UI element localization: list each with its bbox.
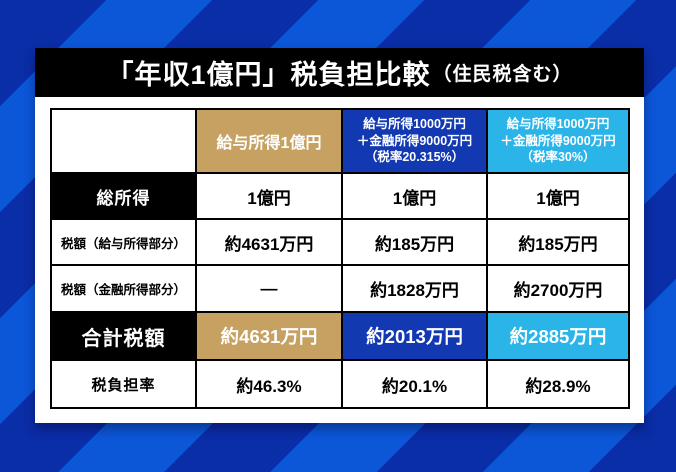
row-label-tax-burden-rate: 税負担率 [50, 359, 197, 409]
data-cell-total-tan: 約4631万円 [195, 311, 343, 361]
column-header-rate-30: 給与所得1000万円 ＋金融所得9000万円 （税率30%） [486, 108, 630, 174]
data-cell: 1億円 [195, 172, 343, 220]
column-header-line: 給与所得1000万円 [506, 116, 610, 131]
column-header-line: （税率30%） [520, 150, 596, 165]
tax-comparison-table: 給与所得1億円 給与所得1000万円 ＋金融所得9000万円 （税率20.315… [50, 108, 630, 409]
column-header-line: ＋金融所得9000万円 [500, 133, 616, 148]
table-row-tax-financial-portion: 税額（金融所得部分） ― 約1828万円 約2700万円 [50, 264, 630, 313]
column-header-line: 給与所得1000万円 [363, 116, 466, 131]
row-label-tax-salary-portion: 税額（給与所得部分） [50, 218, 197, 266]
data-cell: 約185万円 [486, 218, 630, 266]
data-cell: 約185万円 [341, 218, 488, 266]
data-cell: 約4631万円 [195, 218, 343, 266]
table-row-total-income: 総所得 1億円 1億円 1億円 [50, 172, 630, 220]
column-header-rate-20-315: 給与所得1000万円 ＋金融所得9000万円 （税率20.315%） [341, 108, 488, 174]
row-label-total-tax: 合計税額 [50, 311, 197, 361]
data-cell-total-cyan: 約2885万円 [486, 311, 630, 361]
data-cell: 約1828万円 [341, 264, 488, 313]
page-title: 「年収1億円」税負担比較 （住民税含む） [35, 48, 644, 97]
data-cell: 約20.1% [341, 359, 488, 409]
title-main: 「年収1億円」税負担比較 [106, 60, 431, 90]
data-cell: 約2700万円 [486, 264, 630, 313]
row-label-total-income: 総所得 [50, 172, 197, 220]
data-cell: ― [195, 264, 343, 313]
column-header-line: （税率20.315%） [364, 150, 465, 165]
column-header-line: ＋金融所得9000万円 [356, 133, 473, 148]
data-cell: 1億円 [486, 172, 630, 220]
title-note: （住民税含む） [432, 64, 573, 85]
data-cell: 約46.3% [195, 359, 343, 409]
row-label-tax-financial-portion: 税額（金融所得部分） [50, 264, 197, 313]
infographic-card: 「年収1億円」税負担比較 （住民税含む） 給与所得1億円 給与所得1000万円 … [35, 48, 644, 423]
data-cell: 1億円 [341, 172, 488, 220]
data-cell-total-blue: 約2013万円 [341, 311, 488, 361]
data-cell: 約28.9% [486, 359, 630, 409]
header-row: 給与所得1億円 給与所得1000万円 ＋金融所得9000万円 （税率20.315… [50, 108, 630, 174]
column-header-salary-100m: 給与所得1億円 [195, 108, 343, 174]
table-row-tax-salary-portion: 税額（給与所得部分） 約4631万円 約185万円 約185万円 [50, 218, 630, 266]
column-header-label: 給与所得1億円 [216, 135, 322, 152]
table-row-total-tax: 合計税額 約4631万円 約2013万円 約2885万円 [50, 311, 630, 361]
corner-empty-cell [50, 108, 197, 174]
table-row-tax-burden-rate: 税負担率 約46.3% 約20.1% 約28.9% [50, 359, 630, 409]
